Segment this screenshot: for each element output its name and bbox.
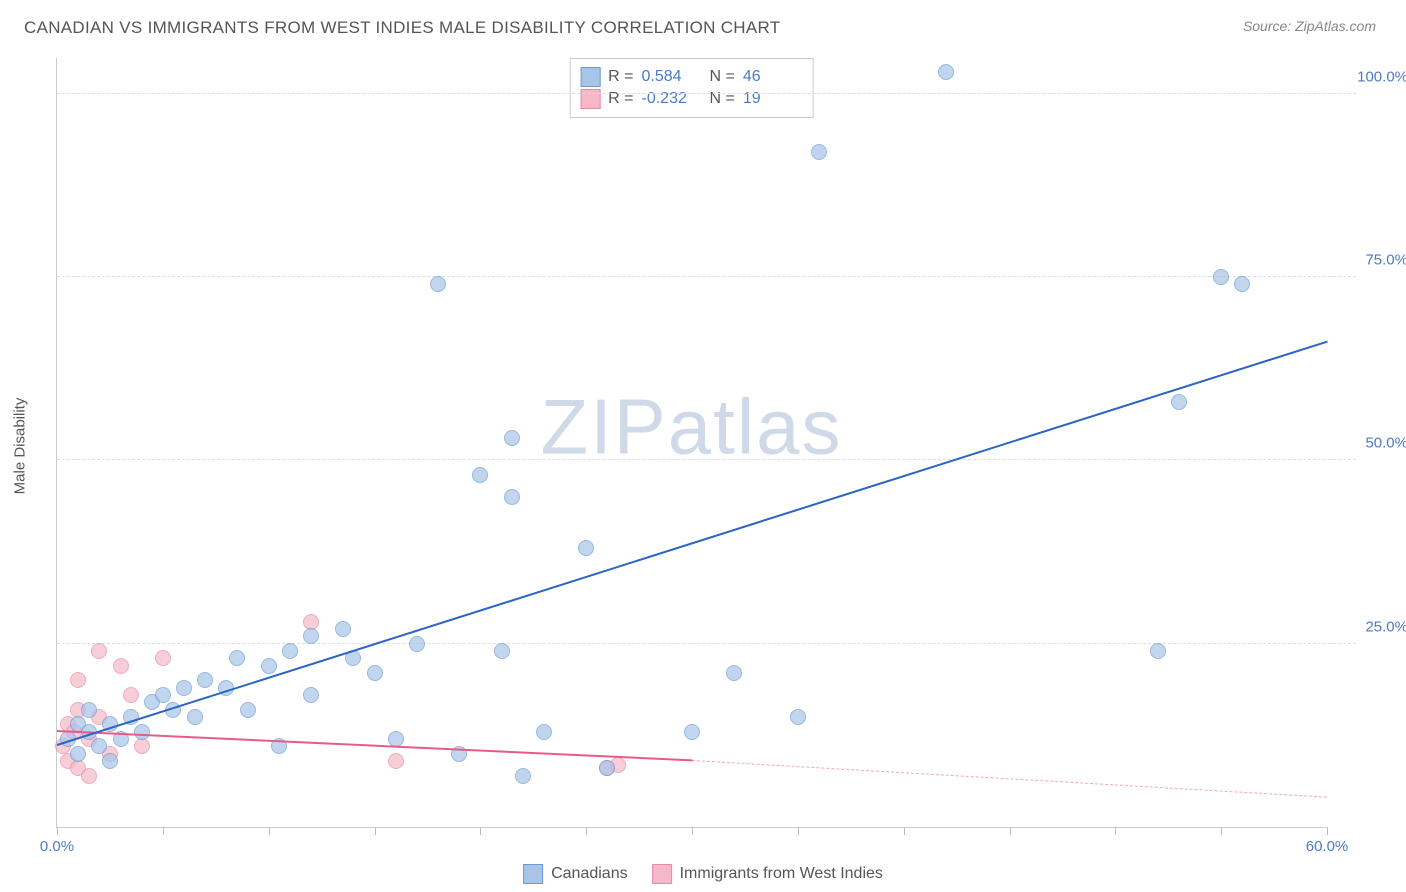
trend-line xyxy=(57,341,1328,746)
data-point xyxy=(335,621,351,637)
data-point xyxy=(187,709,203,725)
x-tick xyxy=(269,827,270,835)
x-tick xyxy=(480,827,481,835)
data-point xyxy=(134,738,150,754)
legend-item-canadians: Canadians xyxy=(523,864,628,884)
data-point xyxy=(430,276,446,292)
scatter-plot: ZIPatlas R = 0.584 N = 46 R = -0.232 N =… xyxy=(56,58,1326,828)
data-point xyxy=(303,628,319,644)
source-attribution: Source: ZipAtlas.com xyxy=(1243,18,1376,34)
data-point xyxy=(938,64,954,80)
trend-line xyxy=(57,730,692,761)
x-tick xyxy=(692,827,693,835)
data-point xyxy=(790,709,806,725)
data-point xyxy=(504,430,520,446)
x-tick-label: 0.0% xyxy=(40,838,74,855)
data-point xyxy=(197,672,213,688)
y-tick-label: 100.0% xyxy=(1357,68,1406,85)
data-point xyxy=(811,144,827,160)
y-axis-label: Male Disability xyxy=(12,398,29,495)
data-point xyxy=(155,687,171,703)
data-point xyxy=(134,724,150,740)
data-point xyxy=(113,658,129,674)
x-tick xyxy=(1327,827,1328,835)
data-point xyxy=(70,672,86,688)
legend-label: Immigrants from West Indies xyxy=(680,865,883,883)
data-point xyxy=(504,489,520,505)
data-point xyxy=(91,738,107,754)
data-point xyxy=(81,702,97,718)
x-tick xyxy=(1115,827,1116,835)
data-point xyxy=(91,643,107,659)
data-point xyxy=(229,650,245,666)
data-point xyxy=(409,636,425,652)
data-point xyxy=(494,643,510,659)
legend-item-immigrants: Immigrants from West Indies xyxy=(652,864,883,884)
data-point xyxy=(1171,394,1187,410)
gridline xyxy=(57,276,1356,277)
y-tick-label: 75.0% xyxy=(1365,252,1406,269)
swatch-icon xyxy=(652,864,672,884)
swatch-icon xyxy=(580,67,600,87)
data-point xyxy=(1234,276,1250,292)
data-point xyxy=(726,665,742,681)
correlation-legend: R = 0.584 N = 46 R = -0.232 N = 19 xyxy=(569,58,814,118)
data-point xyxy=(303,687,319,703)
data-point xyxy=(599,760,615,776)
data-point xyxy=(515,768,531,784)
data-point xyxy=(176,680,192,696)
swatch-icon xyxy=(523,864,543,884)
x-tick xyxy=(163,827,164,835)
series-legend: Canadians Immigrants from West Indies xyxy=(523,864,883,884)
x-tick xyxy=(1010,827,1011,835)
data-point xyxy=(1213,269,1229,285)
gridline xyxy=(57,459,1356,460)
data-point xyxy=(70,746,86,762)
data-point xyxy=(367,665,383,681)
data-point xyxy=(240,702,256,718)
data-point xyxy=(388,753,404,769)
x-tick xyxy=(375,827,376,835)
data-point xyxy=(684,724,700,740)
data-point xyxy=(472,467,488,483)
data-point xyxy=(81,768,97,784)
legend-label: Canadians xyxy=(551,865,628,883)
legend-row-canadians: R = 0.584 N = 46 xyxy=(580,67,803,87)
data-point xyxy=(123,687,139,703)
x-tick-label: 60.0% xyxy=(1306,838,1349,855)
y-tick-label: 25.0% xyxy=(1365,618,1406,635)
trend-line xyxy=(692,760,1327,798)
y-tick-label: 50.0% xyxy=(1365,435,1406,452)
data-point xyxy=(282,643,298,659)
gridline xyxy=(57,93,1356,94)
data-point xyxy=(102,753,118,769)
x-tick xyxy=(904,827,905,835)
data-point xyxy=(578,540,594,556)
data-point xyxy=(536,724,552,740)
x-tick xyxy=(798,827,799,835)
data-point xyxy=(1150,643,1166,659)
chart-title: CANADIAN VS IMMIGRANTS FROM WEST INDIES … xyxy=(24,18,780,38)
data-point xyxy=(261,658,277,674)
x-tick xyxy=(586,827,587,835)
x-tick xyxy=(57,827,58,835)
data-point xyxy=(303,614,319,630)
x-tick xyxy=(1221,827,1222,835)
data-point xyxy=(155,650,171,666)
